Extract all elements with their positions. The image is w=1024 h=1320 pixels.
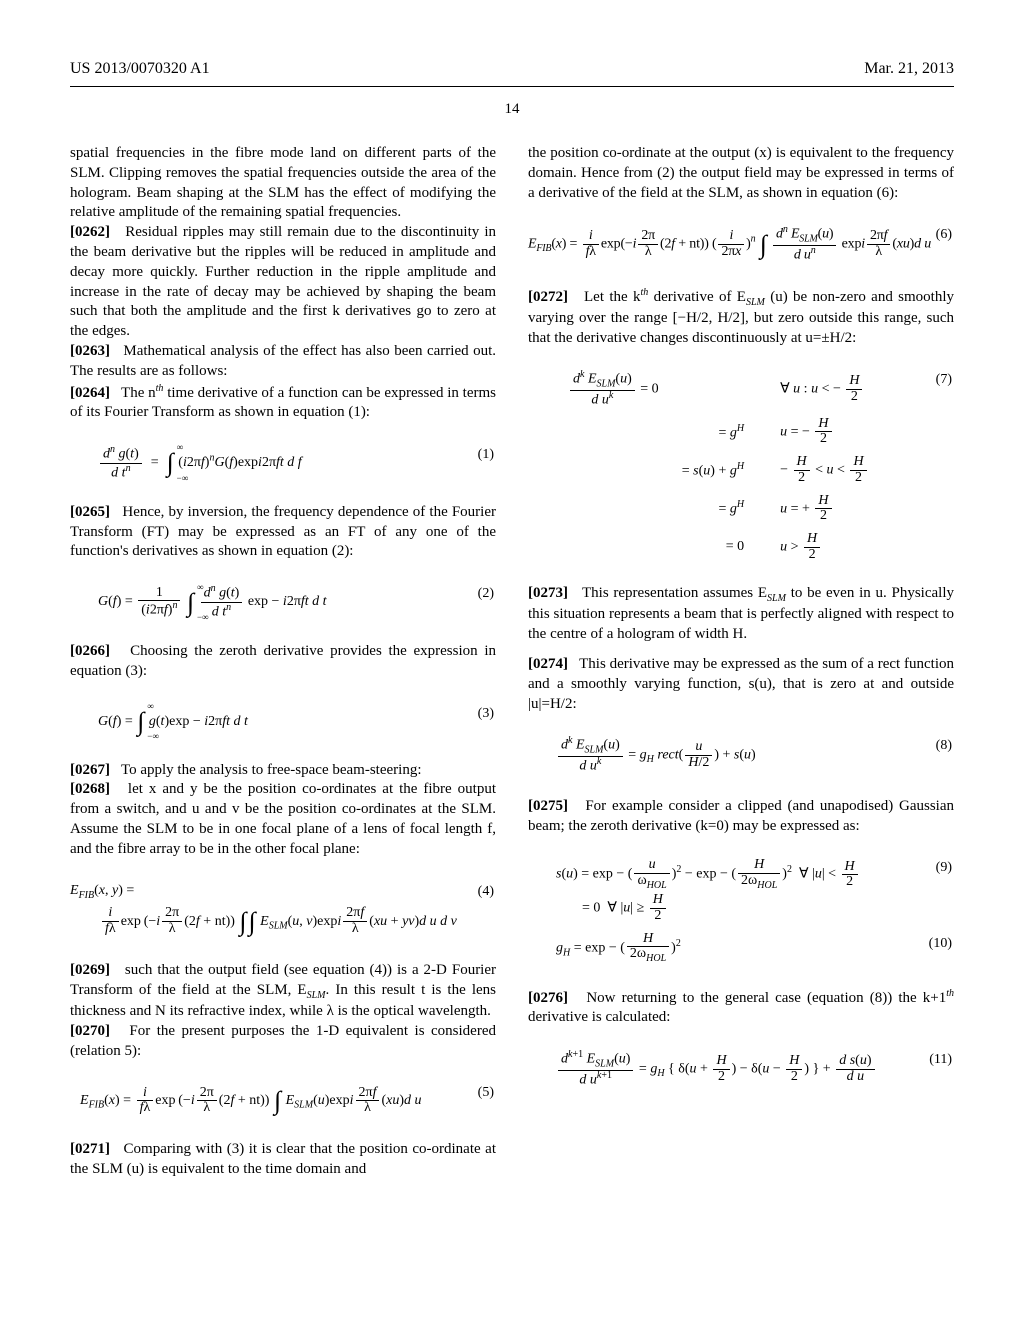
para-0272: [0272] Let the kth derivative of ESLM (u… <box>528 286 954 349</box>
text-0276b: derivative is calculated: <box>528 1009 670 1025</box>
eq-label-11: (11) <box>929 1052 952 1068</box>
right-column: the position co-ordinate at the output (… <box>528 144 954 1180</box>
equation-6: (6) EFIB(x) = ifλexp(−i2πλ(2f + nt)) (i2… <box>528 225 954 263</box>
para-0265: [0265] Hence, by inversion, the frequenc… <box>70 503 496 562</box>
equation-3: (3) G(f) = ∫∞−∞ g(t)exp − i2πft d t <box>70 704 496 739</box>
ref-0276: [0276] <box>528 990 568 1006</box>
ref-0269: [0269] <box>70 962 110 978</box>
para-0268: [0268] let x and y be the position co-or… <box>70 780 496 859</box>
para-0270: [0270] For the present purposes the 1-D … <box>70 1022 496 1062</box>
eq-label-8: (8) <box>936 738 952 754</box>
para-0274: [0274] This derivative may be expressed … <box>528 655 954 714</box>
eq-label-4: (4) <box>478 884 494 900</box>
para-0269: [0269] such that the output field (see e… <box>70 961 496 1022</box>
text-0264a: The n <box>121 385 156 401</box>
text-0263: Mathematical analysis of the effect has … <box>70 343 496 379</box>
text-0266: Choosing the zeroth derivative provides … <box>70 643 496 679</box>
equation-2: (2) G(f) = 1(i2πf)n ∫∞−∞ dn g(t)d tn exp… <box>70 584 496 620</box>
text-0272b: derivative of E <box>654 289 746 305</box>
para-0267: [0267] To apply the analysis to free-spa… <box>70 761 496 781</box>
eq-label-2: (2) <box>478 586 494 602</box>
para-0276: [0276] Now returning to the general case… <box>528 987 954 1029</box>
para-0275: [0275] For example consider a clipped (a… <box>528 797 954 837</box>
para-0262: [0262] Residual ripples may still remain… <box>70 223 496 342</box>
ref-0263: [0263] <box>70 343 110 359</box>
publication-number: US 2013/0070320 A1 <box>70 60 210 78</box>
text-0267: To apply the analysis to free-space beam… <box>121 762 422 778</box>
page-number: 14 <box>70 101 954 118</box>
para-0271: [0271] Comparing with (3) it is clear th… <box>70 1140 496 1180</box>
equation-9-10: (9) s(u) = exp − (uωHOL)2 − exp − (H2ωHO… <box>528 858 954 964</box>
text-0272a: Let the k <box>584 289 641 305</box>
text-0275: For example consider a clipped (and unap… <box>528 798 954 834</box>
eq-label-7: (7) <box>936 372 952 388</box>
equation-4: (4) EFIB(x, y) = ifλexp (−i2πλ(2f + nt))… <box>70 882 496 939</box>
eq-label-3: (3) <box>478 706 494 722</box>
ref-0275: [0275] <box>528 798 568 814</box>
ref-0267: [0267] <box>70 762 110 778</box>
ref-0272: [0272] <box>528 289 568 305</box>
equation-7: (7) dk ESLM(u)d uk = 0 ∀ u : u < − H2 = … <box>528 370 954 562</box>
ref-0268: [0268] <box>70 781 110 797</box>
ref-0274: [0274] <box>528 656 568 672</box>
ref-0265: [0265] <box>70 504 110 520</box>
text-0273a: This representation assumes E <box>582 585 767 601</box>
text-0268: let x and y be the position co-ordinates… <box>70 781 496 856</box>
text-0274: This derivative may be expressed as the … <box>528 656 954 712</box>
text-0276a: Now returning to the general case (equat… <box>586 990 946 1006</box>
page-header: US 2013/0070320 A1 Mar. 21, 2013 <box>70 60 954 78</box>
text-0271: Comparing with (3) it is clear that the … <box>70 1141 496 1177</box>
text-0265: Hence, by inversion, the frequency depen… <box>70 504 496 560</box>
para-0264: [0264] The nth time derivative of a func… <box>70 382 496 424</box>
eq-label-6: (6) <box>936 227 952 243</box>
ref-0262: [0262] <box>70 224 110 240</box>
para-0273: [0273] This representation assumes ESLM … <box>528 584 954 645</box>
ref-0264: [0264] <box>70 385 110 401</box>
header-rule <box>70 86 954 87</box>
equation-1: (1) dn g(t)d tn = ∫∞−∞ (i2πf)nG(f)expi2π… <box>70 445 496 481</box>
left-column: spatial frequencies in the fibre mode la… <box>70 144 496 1180</box>
eq-label-9: (9) <box>936 860 952 876</box>
para-0266: [0266] Choosing the zeroth derivative pr… <box>70 642 496 682</box>
two-column-body: spatial frequencies in the fibre mode la… <box>70 144 954 1180</box>
para-0263: [0263] Mathematical analysis of the effe… <box>70 342 496 382</box>
text-0270: For the present purposes the 1-D equival… <box>70 1023 496 1059</box>
eq-label-10: (10) <box>929 936 952 952</box>
equation-8: (8) dk ESLM(u)d uk = gH rect(uH/2) + s(u… <box>528 736 954 774</box>
publication-date: Mar. 21, 2013 <box>864 60 954 78</box>
eq-label-5: (5) <box>478 1085 494 1101</box>
right-intro: the position co-ordinate at the output (… <box>528 144 954 203</box>
equation-5: (5) EFIB(x) = ifλexp (−i2πλ(2f + nt)) ∫ … <box>70 1083 496 1118</box>
equation-11: (11) dk+1 ESLM(u)d uk+1 = gH { δ(u + H2)… <box>528 1050 954 1088</box>
ref-0273: [0273] <box>528 585 568 601</box>
left-intro: spatial frequencies in the fibre mode la… <box>70 144 496 223</box>
ref-0271: [0271] <box>70 1141 110 1157</box>
eq-label-1: (1) <box>478 447 494 463</box>
text-0262: Residual ripples may still remain due to… <box>70 224 496 339</box>
ref-0266: [0266] <box>70 643 110 659</box>
page: US 2013/0070320 A1 Mar. 21, 2013 14 spat… <box>0 0 1024 1230</box>
ref-0270: [0270] <box>70 1023 110 1039</box>
